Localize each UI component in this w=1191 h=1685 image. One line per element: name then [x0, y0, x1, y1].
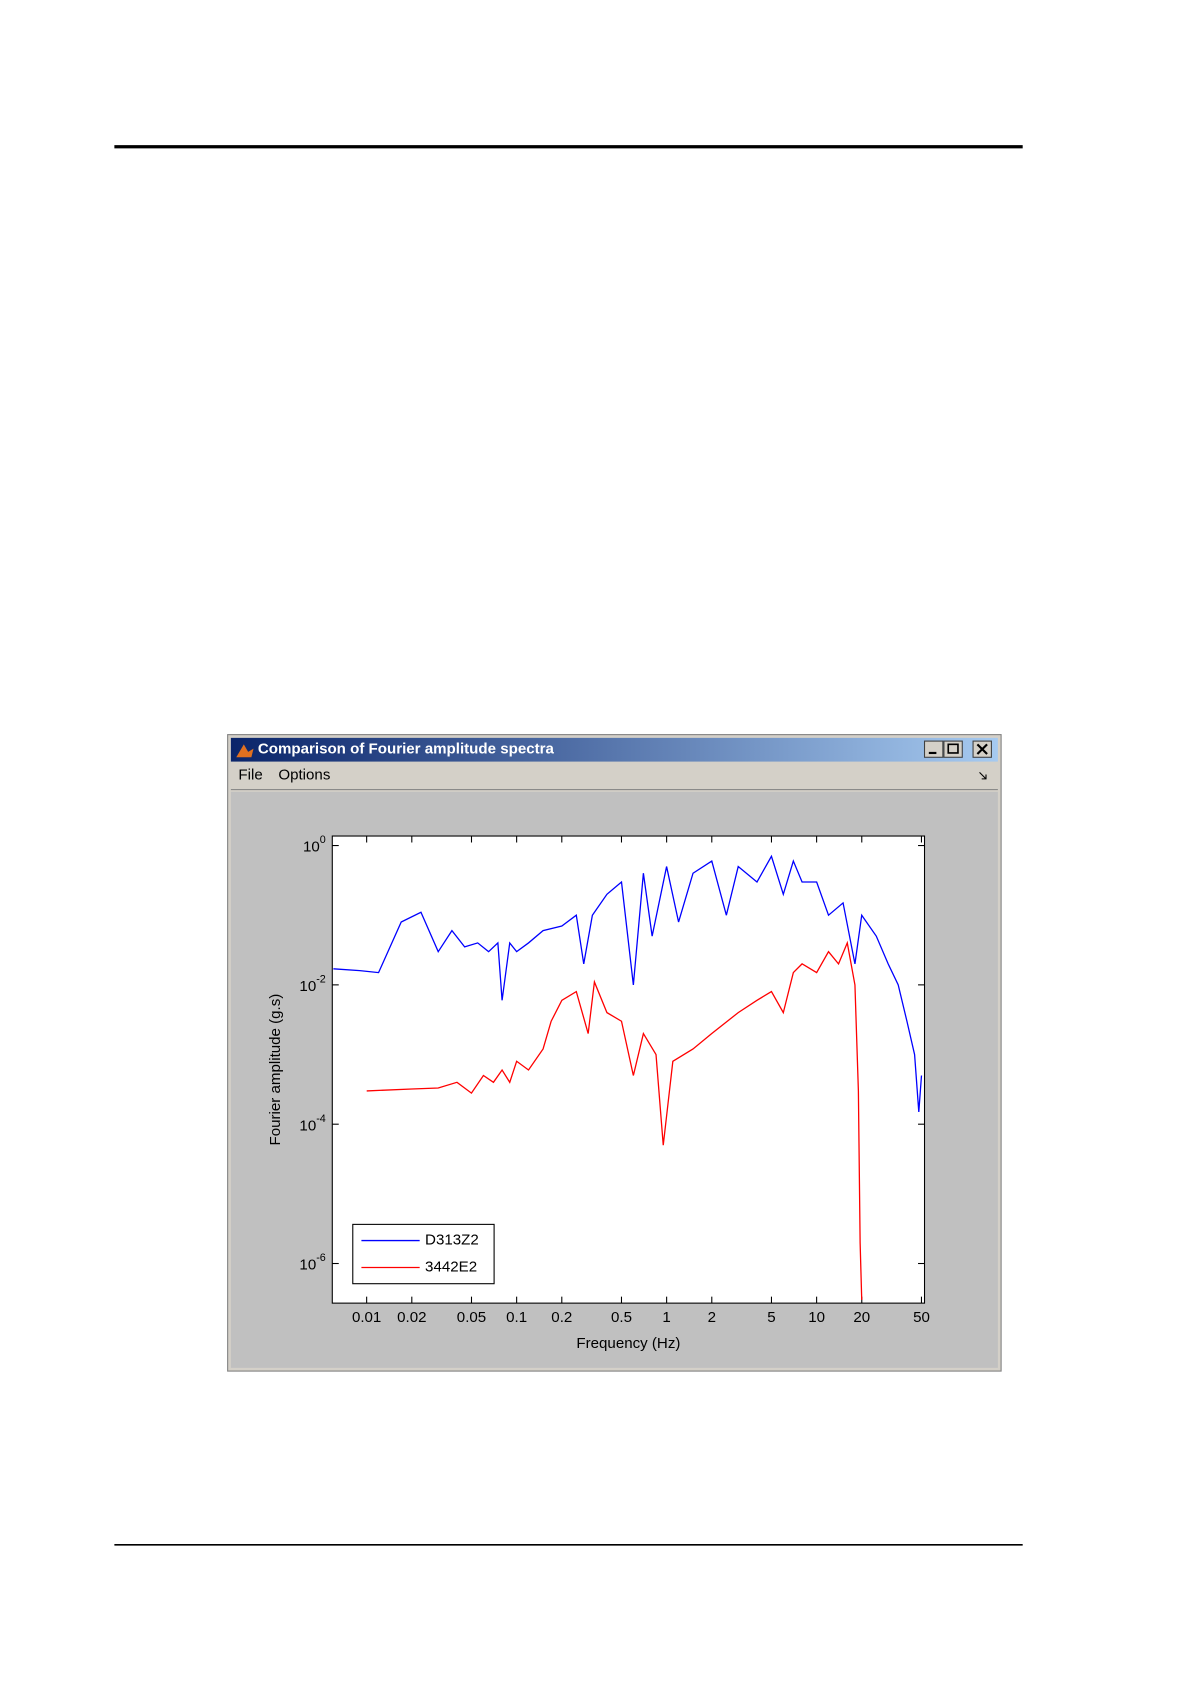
legend-box [352, 1223, 495, 1285]
y-tick-label: 10-2 [299, 973, 325, 995]
menu-item[interactable]: Options [278, 767, 330, 784]
x-tick-label: 1 [662, 1309, 670, 1326]
x-tick-label: 5 [767, 1309, 775, 1326]
y-tick-label: 10-6 [299, 1252, 325, 1274]
chart: 0.01 0.02 0.05 0.1 0.2 0.5 1 2 5 10 20 50 10-6 10-4 10… [267, 834, 930, 1352]
legend-label: 3442E2 [425, 1259, 477, 1276]
x-tick-label: 20 [853, 1309, 870, 1326]
x-tick-label: 0.5 [611, 1309, 632, 1326]
series-line [333, 854, 923, 1113]
y-tick-label: 10-4 [299, 1113, 325, 1135]
x-tick-label: 0.02 [397, 1309, 426, 1326]
x-tick-label: 10 [808, 1309, 825, 1326]
close-icon [976, 743, 988, 755]
x-tick-label: 2 [708, 1309, 716, 1326]
app-icon [236, 744, 254, 758]
x-tick-label: 50 [913, 1309, 930, 1326]
x-tick-label: 0.2 [551, 1309, 572, 1326]
title-bar [230, 737, 998, 762]
x-tick-label: 0.1 [506, 1309, 527, 1326]
series-line [366, 940, 863, 1300]
y-axis-label: Fourier amplitude (g.s) [267, 994, 284, 1146]
x-tick-label: 0.01 [352, 1309, 381, 1326]
minimize-button[interactable] [923, 740, 944, 758]
x-tick-label: 0.05 [457, 1309, 486, 1326]
x-axis-label: Frequency (Hz) [576, 1335, 680, 1352]
legend-label: D313Z2 [425, 1232, 479, 1249]
menu-item[interactable]: File [238, 767, 262, 784]
y-tick-label: 100 [303, 834, 326, 856]
dock-icon[interactable] [979, 772, 987, 780]
maximize-icon [947, 743, 959, 754]
window-title: Comparison of Fourier amplitude spectra [258, 741, 555, 758]
window-buttons[interactable] [923, 740, 992, 758]
